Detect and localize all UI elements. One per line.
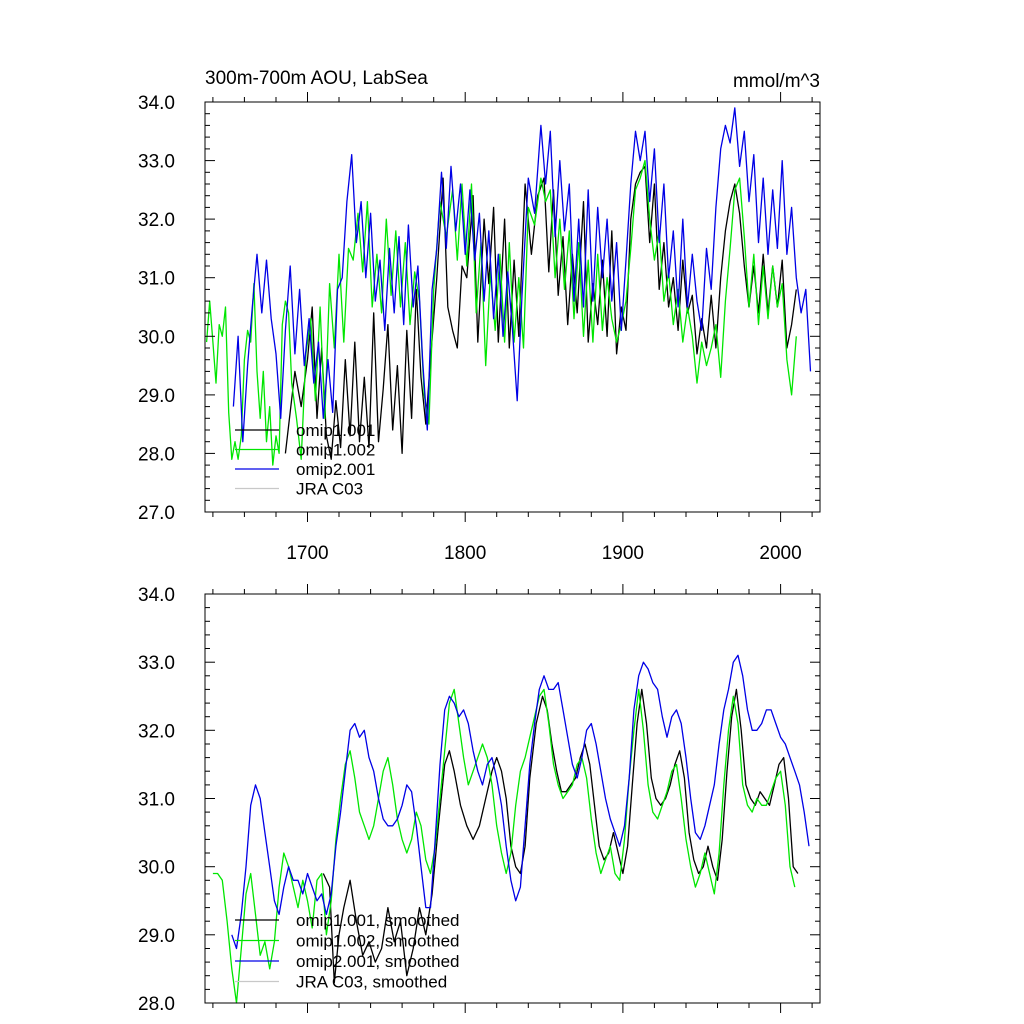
x-tick-label: 1700 [286, 543, 328, 564]
y-tick-label: 27.0 [138, 503, 175, 524]
y-tick-label: 30.0 [138, 858, 175, 879]
axes-layer: 27.0 28.0 29.0 30.0 31.0 32.0 33.0 34.0 1700 1800… [138, 92, 821, 564]
series-layer [212, 654, 810, 1004]
series-line-omip1-001 [284, 165, 797, 460]
legend-label: JRA C03 [296, 480, 363, 499]
legend-label: omip2.001, smoothed [296, 952, 460, 971]
y-tick-label: 28.0 [138, 994, 175, 1015]
chart-title: 300m-700m AOU, LabSea [205, 68, 428, 89]
bottom-panel: 28.0 29.0 30.0 31.0 32.0 33.0 34.0 omip1.001, … [138, 584, 821, 1015]
y-tick-label: 31.0 [138, 269, 175, 290]
y-tick-label: 31.0 [138, 790, 175, 811]
series-line-omip1-002-smoothed [212, 688, 796, 1004]
x-tick-label: 2000 [759, 543, 801, 564]
top-panel: 300m-700m AOU, LabSea mmol/m^3 27.028.02… [138, 68, 821, 564]
legend-label: omip1.001 [296, 421, 375, 440]
y-tick-label: 29.0 [138, 926, 175, 947]
y-tick-label: 32.0 [138, 721, 175, 742]
legend-label: omip1.002, smoothed [296, 932, 460, 951]
y-tick-label: 32.0 [138, 210, 175, 231]
legend-label: omip1.002 [296, 441, 375, 460]
series-line-omip2-001-smoothed [231, 654, 810, 950]
units-label: mmol/m^3 [733, 71, 820, 92]
legend-label: omip2.001 [296, 460, 375, 479]
y-tick-label: 34.0 [138, 585, 175, 606]
y-tick-label: 34.0 [138, 93, 175, 114]
y-tick-label: 33.0 [138, 152, 175, 173]
y-tick-label: 33.0 [138, 653, 175, 674]
series-layer [205, 107, 812, 466]
y-tick-label: 30.0 [138, 327, 175, 348]
y-tick-label: 29.0 [138, 386, 175, 407]
series-line-omip2-001 [232, 107, 812, 443]
legend-label: omip1.001, smoothed [296, 911, 460, 930]
x-tick-label: 1900 [602, 543, 644, 564]
x-tick-label: 1800 [444, 543, 486, 564]
series-line-omip1-001-smoothed [322, 688, 799, 984]
plot-frame [204, 101, 821, 513]
y-tick-label: 28.0 [138, 444, 175, 465]
axes-layer: 28.0 29.0 30.0 31.0 32.0 33.0 34.0 [138, 584, 821, 1015]
legend: omip1.001, smoothed omip1.002, smoothedom… [235, 911, 460, 992]
legend-label: JRA C03, smoothed [296, 973, 447, 992]
